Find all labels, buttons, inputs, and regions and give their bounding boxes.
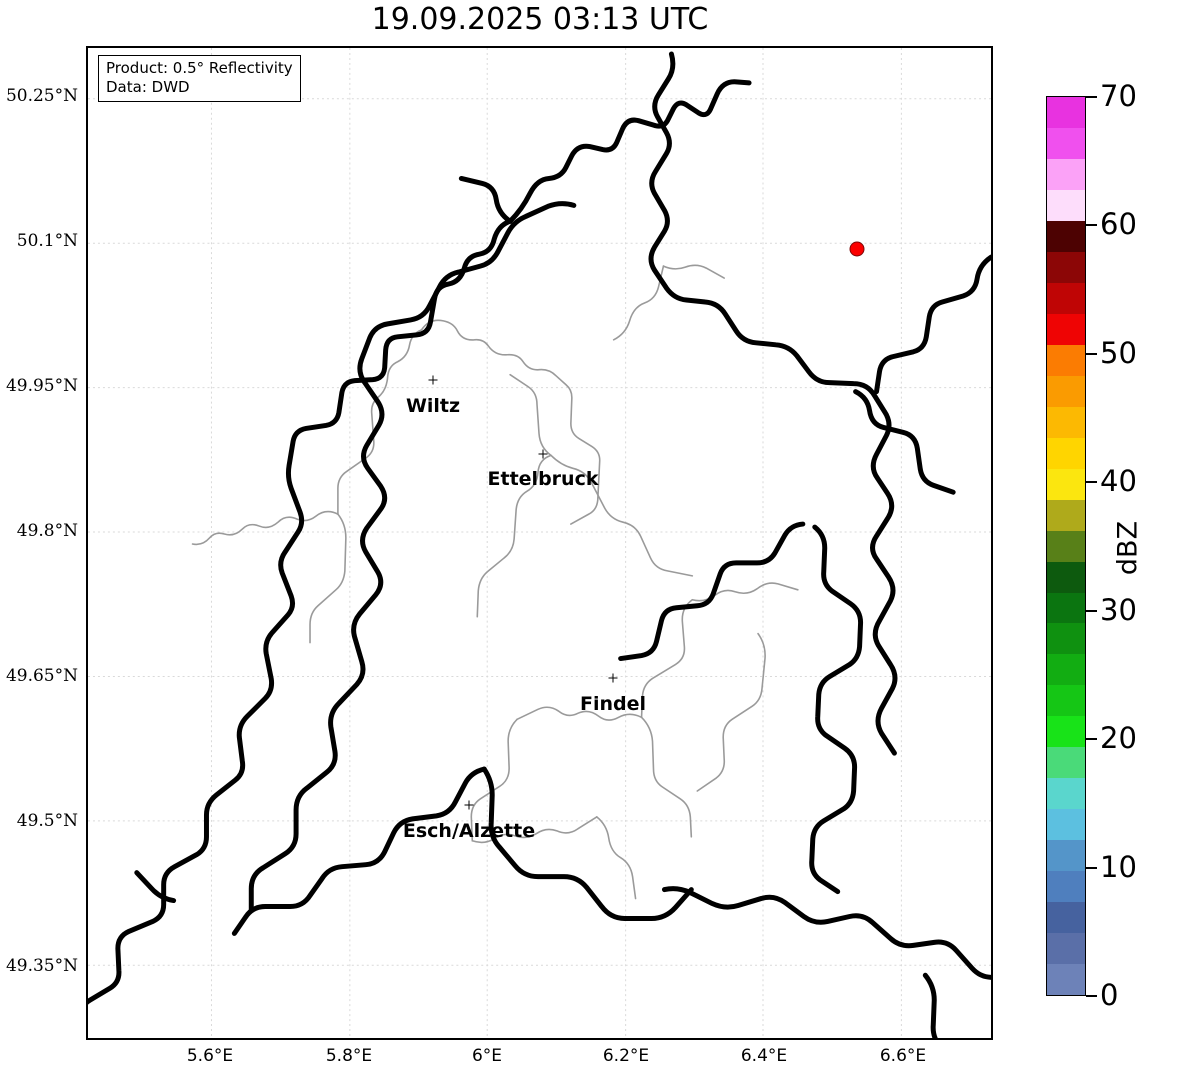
map-svg bbox=[88, 48, 991, 1038]
radar-map-plot[interactable]: Product: 0.5° Reflectivity Data: DWD Wil… bbox=[86, 46, 993, 1040]
colorbar-band-12 bbox=[1047, 468, 1085, 500]
colorbar-label-50: 50 bbox=[1100, 336, 1137, 370]
colorbar-band-1 bbox=[1047, 127, 1085, 159]
colorbar-band-10 bbox=[1047, 406, 1085, 438]
colorbar-band-24 bbox=[1047, 840, 1085, 872]
colorbar-band-6 bbox=[1047, 282, 1085, 314]
city-label-ettelbruck: Ettelbruck bbox=[487, 468, 599, 490]
colorbar-band-8 bbox=[1047, 344, 1085, 376]
colorbar-label-30: 30 bbox=[1100, 593, 1137, 627]
city-label-esch-alzette: Esch/Alzette bbox=[402, 820, 536, 842]
y-tick-label-1: 50.1°N bbox=[16, 231, 78, 251]
colorbar-tick-70 bbox=[1086, 96, 1097, 98]
city-label-findel: Findel bbox=[579, 693, 647, 715]
x-tick-label-0: 5.6°E bbox=[186, 1046, 234, 1066]
colorbar-label-70: 70 bbox=[1100, 79, 1137, 113]
radar-echo-point[interactable] bbox=[849, 241, 865, 257]
y-tick-label-3: 49.8°N bbox=[16, 521, 78, 541]
colorbar-label-0: 0 bbox=[1100, 978, 1119, 1012]
map-gridlines bbox=[88, 48, 991, 1038]
colorbar-band-21 bbox=[1047, 747, 1085, 779]
y-tick-label-4: 49.65°N bbox=[5, 666, 78, 686]
colorbar-tick-20 bbox=[1086, 738, 1097, 740]
x-tick-label-5: 6.6°E bbox=[879, 1046, 927, 1066]
colorbar-band-16 bbox=[1047, 592, 1085, 624]
country-border-luxembourg bbox=[88, 79, 991, 1005]
colorbar-band-23 bbox=[1047, 809, 1085, 841]
y-tick-label-2: 49.95°N bbox=[5, 376, 78, 396]
colorbar-band-9 bbox=[1047, 375, 1085, 407]
colorbar-bands bbox=[1047, 97, 1085, 996]
colorbar-band-19 bbox=[1047, 685, 1085, 717]
colorbar-band-11 bbox=[1047, 437, 1085, 469]
district-borders bbox=[191, 264, 799, 900]
colorbar-band-27 bbox=[1047, 933, 1085, 965]
colorbar-tick-40 bbox=[1086, 481, 1097, 483]
colorbar[interactable] bbox=[1046, 96, 1086, 996]
colorbar-band-25 bbox=[1047, 871, 1085, 903]
colorbar-band-20 bbox=[1047, 716, 1085, 748]
city-marker-wiltz bbox=[428, 375, 438, 385]
city-label-wiltz: Wiltz bbox=[405, 395, 461, 417]
colorbar-band-13 bbox=[1047, 499, 1085, 531]
page-title: 19.09.2025 03:13 UTC bbox=[371, 2, 709, 37]
colorbar-band-3 bbox=[1047, 189, 1085, 221]
colorbar-tick-30 bbox=[1086, 610, 1097, 612]
colorbar-band-15 bbox=[1047, 561, 1085, 593]
colorbar-label-60: 60 bbox=[1100, 207, 1137, 241]
city-marker-ettelbruck bbox=[538, 449, 548, 459]
colorbar-band-17 bbox=[1047, 623, 1085, 655]
country-outline-main bbox=[134, 51, 991, 1038]
colorbar-label-10: 10 bbox=[1100, 850, 1137, 884]
colorbar-tick-50 bbox=[1086, 353, 1097, 355]
y-tick-label-0: 50.25°N bbox=[5, 86, 78, 106]
x-tick-label-4: 6.4°E bbox=[740, 1046, 788, 1066]
colorbar-band-4 bbox=[1047, 220, 1085, 252]
info-legend-box: Product: 0.5° Reflectivity Data: DWD bbox=[98, 55, 301, 103]
city-marker-esch-alzette bbox=[464, 800, 474, 810]
x-tick-label-2: 6°E bbox=[471, 1046, 503, 1066]
colorbar-axis-label: dBZ bbox=[1112, 520, 1144, 576]
city-marker-findel bbox=[608, 673, 618, 683]
info-data-line: Data: DWD bbox=[106, 78, 190, 97]
colorbar-band-14 bbox=[1047, 530, 1085, 562]
colorbar-band-22 bbox=[1047, 778, 1085, 810]
colorbar-tick-10 bbox=[1086, 867, 1097, 869]
colorbar-band-18 bbox=[1047, 654, 1085, 686]
colorbar-band-5 bbox=[1047, 251, 1085, 283]
colorbar-label-20: 20 bbox=[1100, 721, 1137, 755]
colorbar-tick-60 bbox=[1086, 224, 1097, 226]
colorbar-band-2 bbox=[1047, 158, 1085, 190]
x-tick-label-1: 5.8°E bbox=[325, 1046, 373, 1066]
colorbar-band-26 bbox=[1047, 902, 1085, 934]
y-tick-label-6: 49.35°N bbox=[5, 956, 78, 976]
colorbar-band-28 bbox=[1047, 964, 1085, 996]
colorbar-tick-0 bbox=[1086, 995, 1097, 997]
colorbar-band-7 bbox=[1047, 313, 1085, 345]
y-tick-label-5: 49.5°N bbox=[16, 811, 78, 831]
x-tick-label-3: 6.2°E bbox=[602, 1046, 650, 1066]
info-product-line: Product: 0.5° Reflectivity bbox=[106, 59, 293, 77]
colorbar-band-0 bbox=[1047, 97, 1085, 128]
colorbar-label-40: 40 bbox=[1100, 464, 1137, 498]
